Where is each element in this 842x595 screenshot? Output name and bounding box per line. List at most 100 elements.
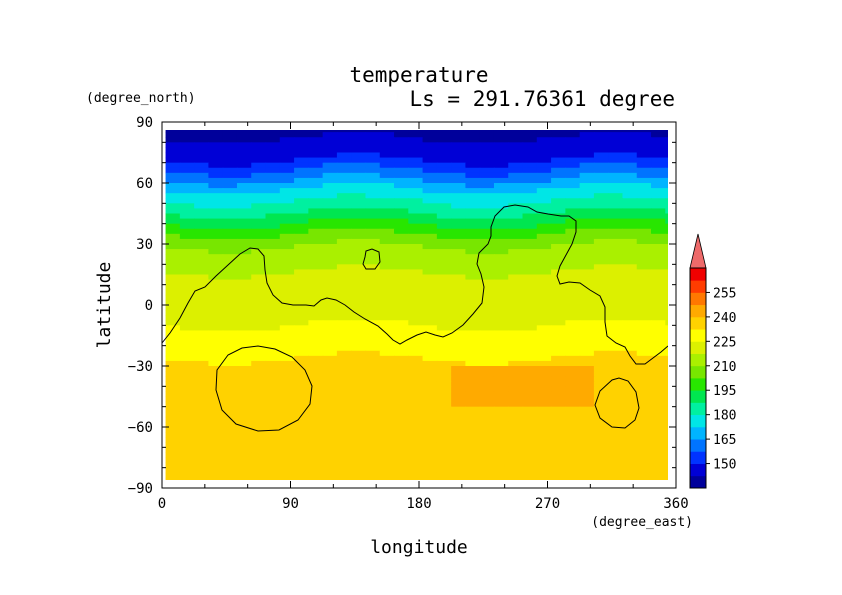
field-cell: [622, 142, 638, 149]
field-cell: [608, 208, 624, 215]
field-cell: [608, 345, 624, 352]
field-cell: [408, 162, 424, 169]
field-cell: [322, 130, 338, 133]
field-cell: [422, 284, 438, 291]
field-cell: [179, 340, 195, 347]
field-cell: [536, 254, 552, 260]
field-cell: [165, 172, 181, 179]
field-cell: [351, 294, 367, 301]
field-cell: [222, 376, 238, 382]
field-cell: [294, 238, 309, 245]
field-cell: [551, 279, 566, 286]
field-cell: [493, 198, 509, 204]
field-cell: [279, 244, 295, 250]
field-cell: [179, 345, 195, 352]
field-cell: [508, 244, 524, 250]
field-cell: [308, 330, 324, 337]
field-cell: [665, 284, 668, 291]
field-cell: [236, 386, 252, 393]
field-cell: [208, 340, 224, 347]
field-cell: [579, 203, 595, 210]
field-cell: [451, 172, 467, 179]
field-cell: [508, 396, 524, 403]
field-cell: [236, 223, 252, 230]
field-cell: [365, 137, 381, 143]
field-cell: [165, 137, 181, 143]
field-cell: [622, 188, 638, 194]
field-cell: [179, 259, 195, 265]
field-cell: [408, 401, 424, 408]
field-cell: [294, 421, 309, 428]
field-cell: [365, 294, 381, 301]
field-cell: [651, 223, 666, 230]
field-cell: [336, 188, 352, 194]
field-cell: [394, 432, 409, 438]
field-cell: [394, 325, 409, 332]
field-cell: [265, 416, 281, 423]
field-cell: [493, 371, 509, 377]
field-cell: [265, 437, 281, 443]
field-cell: [222, 360, 238, 367]
field-cell: [565, 132, 581, 138]
field-cell: [208, 315, 224, 321]
field-cell: [565, 396, 581, 403]
field-cell: [336, 462, 352, 469]
field-cell: [179, 411, 195, 418]
field-cell: [436, 228, 452, 235]
field-cell: [565, 249, 581, 255]
field-cell: [294, 391, 309, 398]
field-cell: [251, 437, 267, 443]
field-cell: [265, 472, 281, 479]
field-cell: [179, 447, 195, 454]
field-cell: [265, 401, 281, 408]
field-cell: [394, 427, 409, 433]
field-cell: [308, 411, 324, 418]
field-cell: [308, 254, 324, 260]
field-cell: [322, 381, 338, 387]
field-cell: [651, 264, 666, 271]
field-cell: [608, 233, 624, 240]
field-cell: [365, 330, 381, 337]
field-cell: [636, 391, 652, 398]
field-cell: [465, 279, 481, 286]
field-cell: [665, 401, 668, 408]
field-cell: [336, 162, 352, 169]
field-cell: [408, 310, 424, 316]
field-cell: [536, 381, 552, 387]
field-cell: [465, 340, 481, 347]
field-cell: [565, 223, 581, 230]
field-cell: [165, 188, 181, 194]
field-cell: [551, 416, 566, 423]
field-cell: [322, 193, 338, 199]
field-cell: [493, 447, 509, 454]
field-cell: [208, 259, 224, 265]
field-cell: [322, 401, 338, 408]
field-cell: [394, 233, 409, 240]
field-cell: [379, 299, 395, 306]
field-cell: [265, 259, 281, 265]
field-cell: [622, 193, 638, 199]
field-cell: [508, 477, 524, 480]
field-cell: [422, 162, 438, 169]
field-cell: [536, 284, 552, 291]
field-cell: [522, 421, 538, 428]
field-cell: [365, 427, 381, 433]
field-cell: [351, 172, 367, 179]
field-cell: [336, 386, 352, 393]
field-cell: [651, 177, 666, 184]
field-cell: [336, 203, 352, 210]
field-cell: [394, 213, 409, 220]
y-tick-label: −30: [128, 359, 153, 375]
field-cell: [479, 391, 495, 398]
field-cell: [351, 432, 367, 438]
field-cell: [222, 452, 238, 459]
field-cell: [208, 294, 224, 301]
field-cell: [165, 299, 181, 306]
field-cell: [551, 371, 566, 377]
field-cell: [408, 371, 424, 377]
field-cell: [451, 411, 467, 418]
field-cell: [365, 157, 381, 164]
field-cell: [394, 249, 409, 255]
field-cell: [422, 472, 438, 479]
field-cell: [208, 462, 224, 469]
